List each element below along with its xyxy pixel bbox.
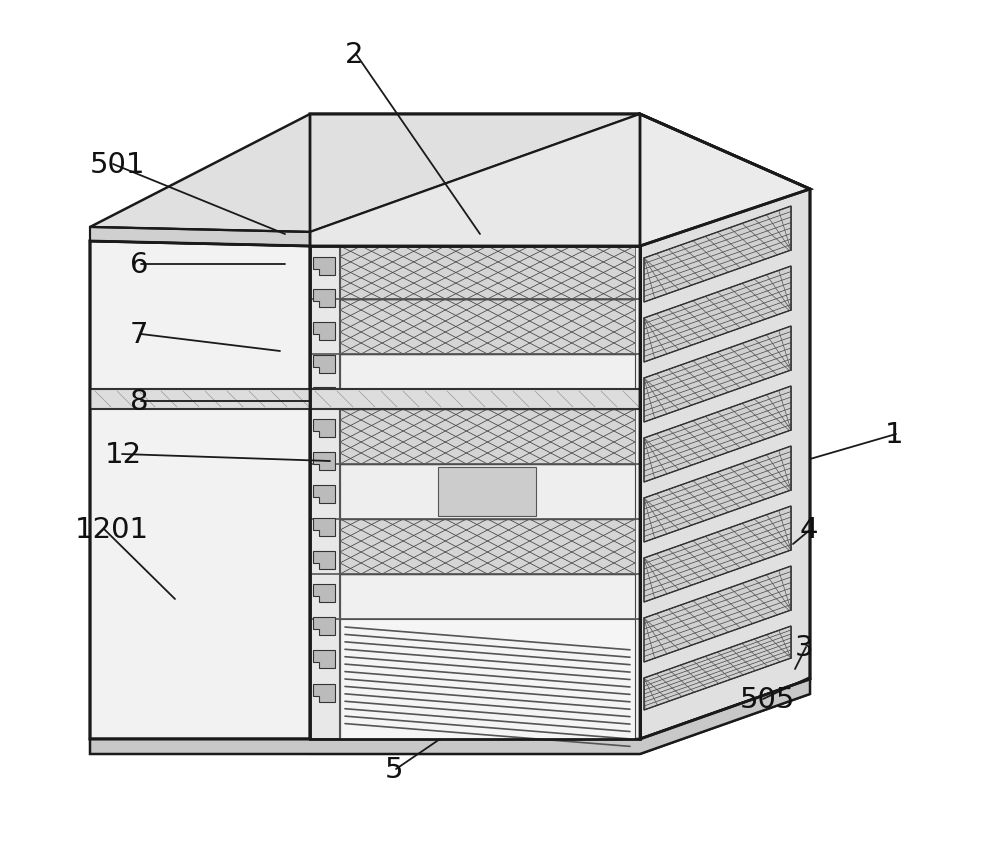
Text: 505: 505 (740, 685, 795, 713)
Polygon shape (313, 650, 335, 668)
Polygon shape (644, 626, 791, 711)
Polygon shape (644, 206, 791, 303)
Polygon shape (313, 519, 335, 537)
Text: 3: 3 (795, 633, 814, 661)
Bar (340, 299, 635, 355)
Text: 1201: 1201 (75, 515, 149, 543)
Polygon shape (313, 485, 335, 503)
Polygon shape (313, 420, 335, 438)
Polygon shape (313, 290, 335, 308)
Bar (438, 467, 536, 516)
Text: 6: 6 (130, 251, 149, 279)
Bar (340, 619, 635, 740)
Polygon shape (313, 684, 335, 702)
Bar (310, 247, 340, 740)
Polygon shape (90, 390, 640, 409)
Bar (340, 464, 635, 519)
Text: 7: 7 (130, 321, 149, 349)
Polygon shape (644, 327, 791, 422)
Polygon shape (90, 115, 640, 233)
Bar (340, 519, 635, 574)
Bar (340, 355, 635, 390)
Text: 12: 12 (105, 440, 142, 468)
Polygon shape (644, 386, 791, 483)
Polygon shape (644, 566, 791, 662)
Polygon shape (90, 241, 310, 740)
Text: 8: 8 (130, 387, 149, 415)
Polygon shape (313, 584, 335, 602)
Text: 501: 501 (90, 151, 146, 179)
Polygon shape (644, 446, 791, 543)
Text: 4: 4 (800, 515, 818, 543)
Bar (340, 247, 635, 299)
Polygon shape (640, 115, 810, 740)
Polygon shape (313, 551, 335, 569)
Text: 1: 1 (885, 421, 904, 449)
Polygon shape (313, 258, 335, 276)
Polygon shape (644, 267, 791, 363)
Polygon shape (310, 247, 640, 740)
Polygon shape (310, 115, 810, 247)
Text: 2: 2 (345, 41, 364, 69)
Polygon shape (90, 679, 810, 754)
Polygon shape (313, 356, 335, 374)
Polygon shape (310, 679, 810, 754)
Bar (340, 390, 635, 409)
Polygon shape (313, 618, 335, 635)
Polygon shape (644, 507, 791, 602)
Polygon shape (313, 452, 335, 471)
Text: 5: 5 (385, 755, 404, 783)
Bar (340, 574, 635, 619)
Polygon shape (313, 322, 335, 340)
Bar (340, 409, 635, 464)
Polygon shape (313, 387, 335, 405)
Polygon shape (310, 115, 640, 247)
Polygon shape (90, 228, 310, 247)
